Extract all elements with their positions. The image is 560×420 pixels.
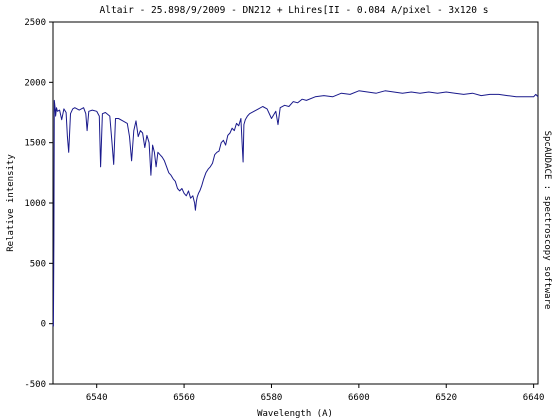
x-tick-label: 6540 — [86, 393, 108, 403]
y-tick-label: 500 — [30, 259, 46, 269]
x-axis-ticks: 6540 6560 6580 6600 6520 6640 — [86, 384, 545, 403]
x-tick-label: 6640 — [523, 393, 545, 403]
y-tick-label: 2000 — [24, 78, 46, 88]
y-tick-label: -500 — [24, 380, 46, 390]
y-tick-label: 2500 — [24, 18, 46, 28]
x-tick-label: 6580 — [261, 393, 283, 403]
y-axis-label: Relative intensity — [6, 154, 16, 252]
y-tick-label: 1500 — [24, 139, 46, 149]
x-tick-label: 6560 — [173, 393, 195, 403]
y-tick-label: 1000 — [24, 199, 46, 209]
software-credit-label: SpcAUDACE : spectroscopy software — [542, 131, 552, 310]
spectrum-series-line — [52, 90, 539, 327]
x-tick-label: 6600 — [348, 393, 370, 403]
y-tick-label: 0 — [41, 320, 46, 330]
y-axis-ticks: -500 0 500 1000 1500 2000 2500 — [24, 18, 53, 390]
x-axis-label: Wavelength (A) — [257, 409, 333, 419]
plot-frame — [52, 21, 539, 385]
chart-title: Altair - 25.898/9/2009 - DN212 + Lhires[… — [100, 5, 489, 16]
x-tick-label: 6520 — [435, 393, 457, 403]
